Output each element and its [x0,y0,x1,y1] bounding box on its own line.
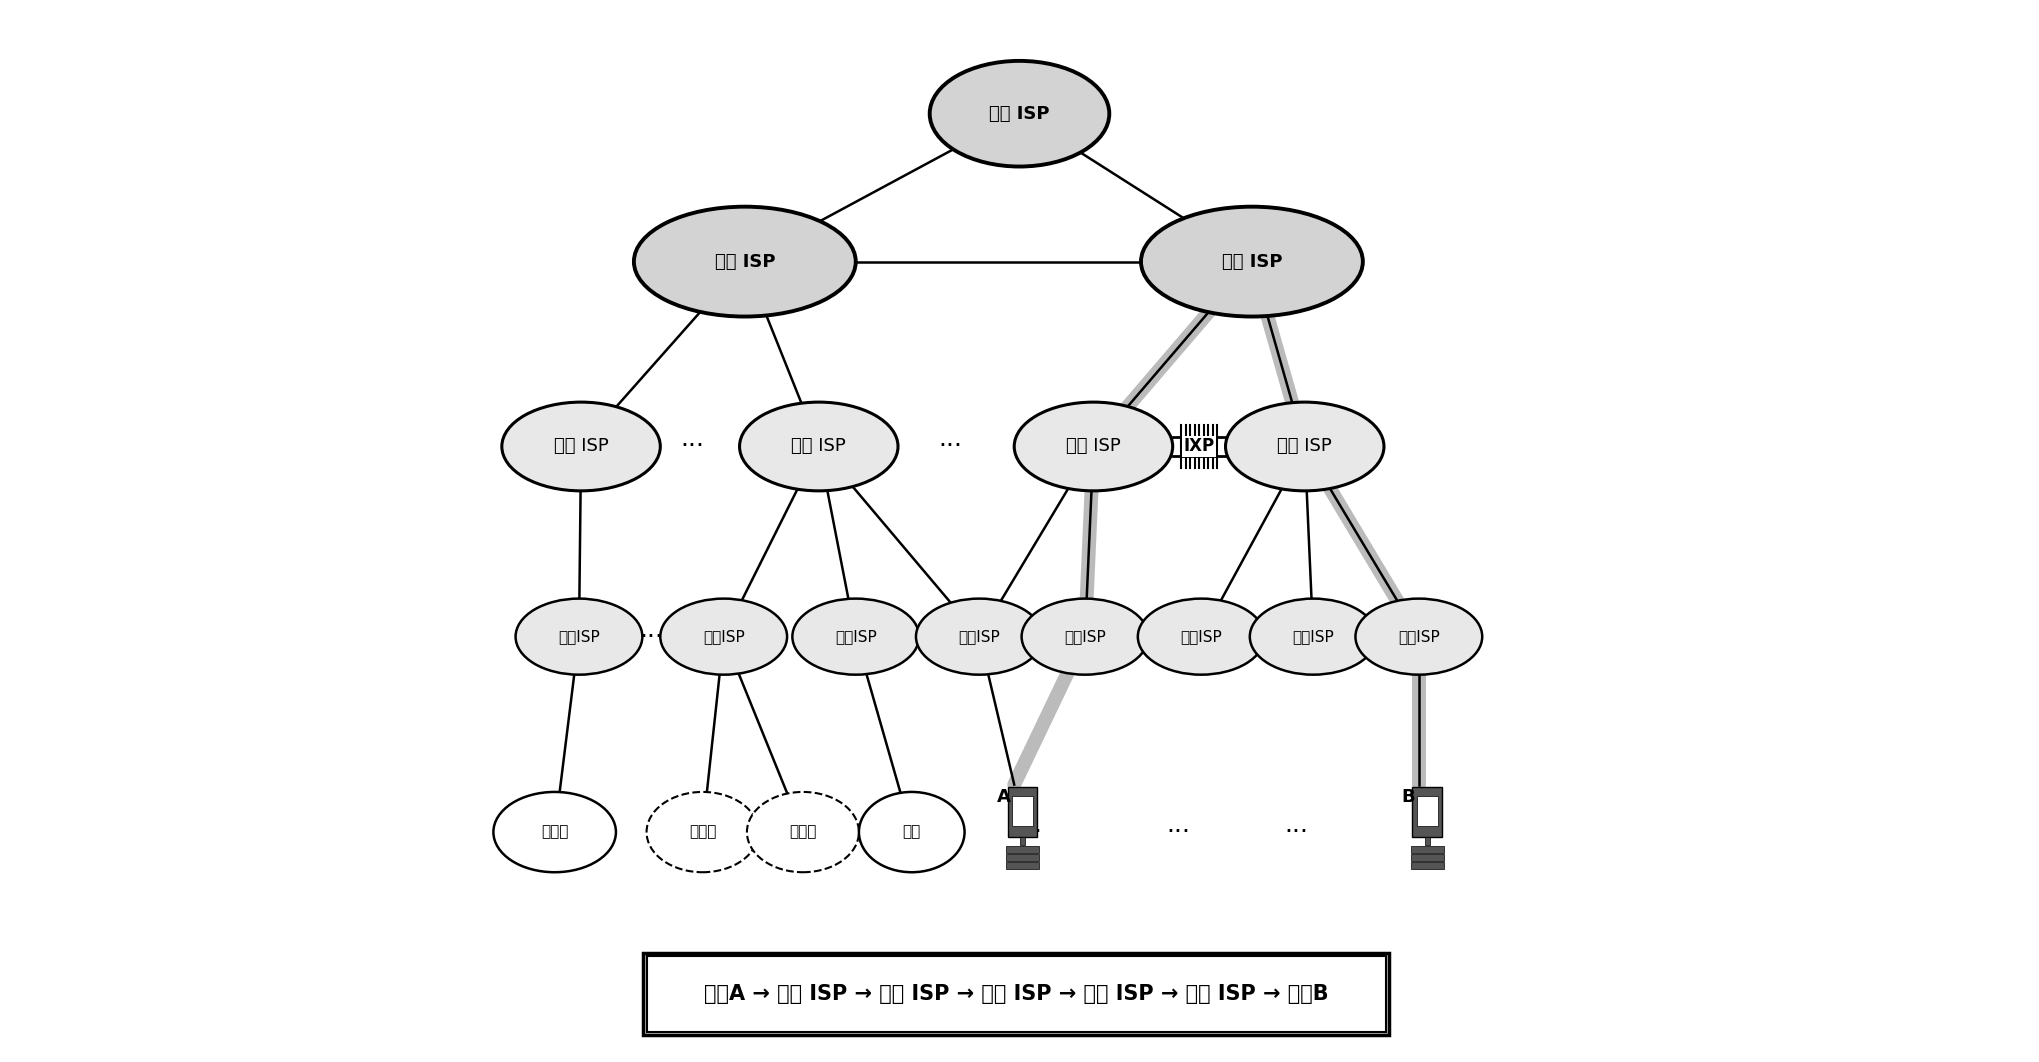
Text: 本地ISP: 本地ISP [834,629,877,645]
Bar [1007,846,1040,853]
Ellipse shape [1250,599,1376,674]
Text: 本地ISP: 本地ISP [1181,629,1221,645]
Text: 地区 ISP: 地区 ISP [555,438,608,456]
Ellipse shape [516,599,642,674]
Text: 校园网: 校园网 [789,824,816,840]
Text: ···: ··· [640,624,665,649]
Text: 大公司: 大公司 [540,824,569,840]
Text: 公司: 公司 [903,824,922,840]
Text: 主机A → 本地 ISP → 地区 ISP → 主干 ISP → 地区 ISP → 本地 ISP → 主机B: 主机A → 本地 ISP → 地区 ISP → 主干 ISP → 地区 ISP … [703,983,1329,1004]
Text: B: B [1401,788,1415,806]
Ellipse shape [740,402,897,491]
Bar [1011,795,1034,826]
Text: ···: ··· [1166,820,1191,844]
FancyBboxPatch shape [1007,787,1038,837]
Text: 地区 ISP: 地区 ISP [1276,438,1331,456]
FancyBboxPatch shape [1413,787,1442,837]
Ellipse shape [746,792,858,872]
Bar [1020,837,1026,845]
Text: 主干 ISP: 主干 ISP [989,105,1050,123]
Bar [1417,795,1437,826]
Bar [1411,854,1444,861]
Bar [1007,854,1040,861]
Ellipse shape [1225,402,1384,491]
Text: 主干 ISP: 主干 ISP [714,253,775,271]
Text: 主干 ISP: 主干 ISP [1221,253,1283,271]
Ellipse shape [1356,599,1482,674]
Text: 地区 ISP: 地区 ISP [791,438,846,456]
Ellipse shape [1142,207,1362,316]
Bar [1411,862,1444,870]
Text: 校园网: 校园网 [689,824,716,840]
Text: ···: ··· [679,434,703,459]
FancyBboxPatch shape [646,956,1387,1032]
Text: ···: ··· [1017,820,1042,844]
Ellipse shape [1013,402,1172,491]
Text: 地区 ISP: 地区 ISP [1066,438,1121,456]
Ellipse shape [493,792,616,872]
Text: 本地ISP: 本地ISP [958,629,1001,645]
Text: A: A [997,788,1011,806]
Text: ···: ··· [1285,820,1309,844]
Ellipse shape [1138,599,1264,674]
Ellipse shape [661,599,787,674]
Text: IXP: IXP [1183,438,1215,456]
Text: 本地ISP: 本地ISP [1293,629,1334,645]
Bar [1007,862,1040,870]
Bar [1411,846,1444,853]
Text: 本地ISP: 本地ISP [1064,629,1105,645]
Ellipse shape [502,402,661,491]
Ellipse shape [646,792,759,872]
Text: ···: ··· [938,434,962,459]
Ellipse shape [634,207,856,316]
Text: 本地ISP: 本地ISP [559,629,599,645]
Ellipse shape [793,599,920,674]
Ellipse shape [930,61,1109,167]
Ellipse shape [1022,599,1148,674]
Ellipse shape [858,792,964,872]
FancyBboxPatch shape [644,953,1389,1035]
Text: 本地ISP: 本地ISP [703,629,744,645]
Bar [1425,837,1429,845]
Ellipse shape [916,599,1042,674]
Text: 本地ISP: 本地ISP [1399,629,1440,645]
